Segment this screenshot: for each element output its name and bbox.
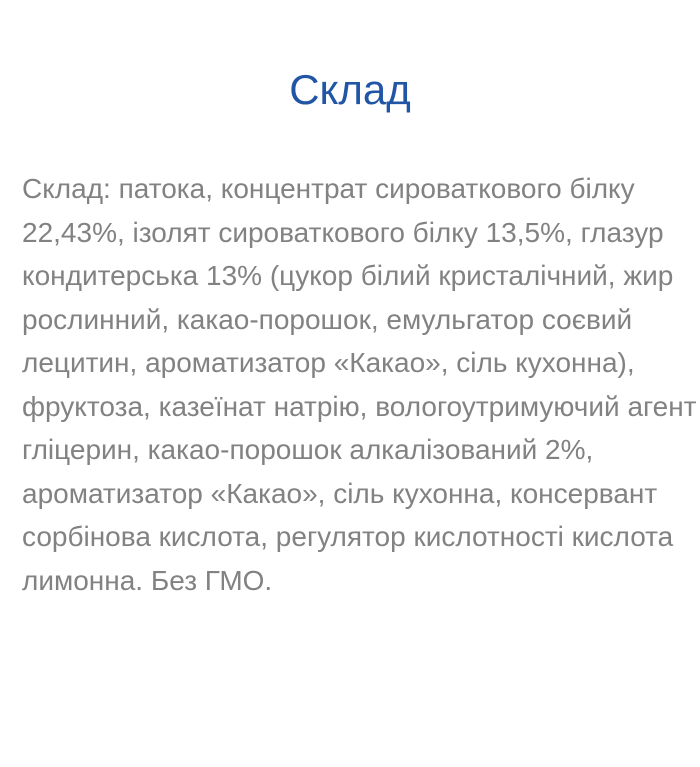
section-title: Склад [289, 66, 411, 113]
paragraph-line: 22,43%, ізолят сироваткового білку 13,5%… [22, 216, 664, 248]
paragraph-line: рослинний, какао-порошок, емульгатор соє… [22, 303, 633, 335]
paragraph-line: фруктоза, казеїнат натрію, вологоутримую… [22, 390, 697, 422]
paragraph-line: сорбінова кислота, регулятор кислотності… [22, 521, 674, 552]
paragraph-line: гліцерин, какао-порошок алкалізований 2%… [22, 434, 594, 465]
paragraph-line: кондитерська 13% (цукор білий кристалічн… [22, 260, 674, 291]
ingredients-paragraph: Склад: патока, концентрат сироваткового … [0, 167, 700, 602]
paragraph-line: лимонна. Без ГМО. [22, 564, 273, 596]
paragraph-line: лецитин, ароматизатор «Какао», сіль кухо… [22, 347, 635, 378]
paragraph-line: Склад: патока, концентрат сироваткового … [22, 173, 635, 204]
product-description-page: Склад Склад: патока, концентрат сироватк… [0, 67, 700, 767]
paragraph-line: ароматизатор «Какао», сіль кухонна, конс… [22, 477, 658, 509]
